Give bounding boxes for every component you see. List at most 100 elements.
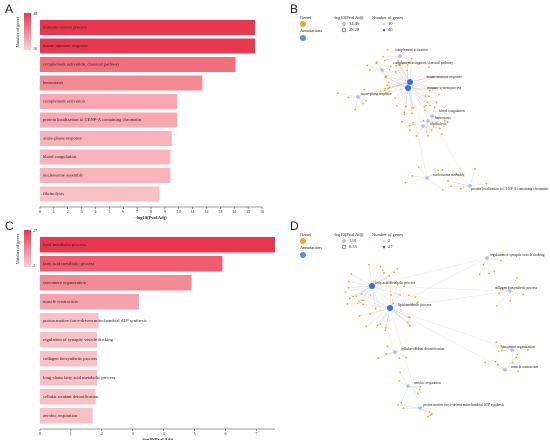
node-label: regulation of synaptic vesicle docking xyxy=(490,253,545,257)
edge xyxy=(399,55,419,65)
edge xyxy=(422,125,441,129)
bar-label: regulation of synaptic vesicle docking xyxy=(43,337,114,342)
edge xyxy=(389,295,410,309)
gene-node xyxy=(369,294,372,296)
edge xyxy=(381,69,411,83)
bar xyxy=(40,313,99,329)
annotation-node xyxy=(510,348,514,352)
annotation-node xyxy=(405,85,411,91)
node-label: muscle contraction xyxy=(511,365,538,369)
edge xyxy=(409,81,428,103)
gene-node xyxy=(404,181,407,184)
edge xyxy=(376,87,409,96)
gene-node xyxy=(405,105,407,108)
legend-gene xyxy=(300,238,306,244)
node-label: hemostasis xyxy=(435,116,451,120)
node-label: fibrinolysis xyxy=(430,122,447,126)
edge xyxy=(345,285,373,293)
edge xyxy=(407,87,433,117)
edge xyxy=(371,285,391,309)
legend-title: Genes xyxy=(300,15,311,20)
gene-node xyxy=(438,93,440,96)
edge xyxy=(366,307,391,327)
edge xyxy=(395,55,401,72)
edge xyxy=(380,307,391,325)
edge xyxy=(388,82,409,89)
edge xyxy=(390,66,409,89)
edge xyxy=(358,285,373,302)
edge xyxy=(407,385,418,394)
gene-node xyxy=(403,113,406,116)
edge xyxy=(409,81,430,97)
edge xyxy=(389,296,416,309)
edge xyxy=(389,307,506,371)
x-tick-label: 11 xyxy=(191,209,195,214)
node-label: proton motive force-driven mitochondrial… xyxy=(423,403,505,407)
gene-node xyxy=(361,102,364,105)
edge xyxy=(509,290,524,295)
gene-node xyxy=(398,357,401,360)
gene-node xyxy=(447,179,449,182)
gene-node xyxy=(411,175,414,177)
gene-node xyxy=(390,294,393,296)
gene-node xyxy=(358,315,361,317)
edge xyxy=(407,385,421,387)
x-tick-label: 1 xyxy=(53,209,55,214)
legend-annotation xyxy=(300,35,306,41)
gene-node xyxy=(393,271,395,274)
gene-node xyxy=(363,88,366,91)
gene-node xyxy=(414,296,417,298)
x-tick-label: 6 xyxy=(122,209,124,214)
edge xyxy=(371,285,376,309)
edge xyxy=(371,285,392,296)
gene-node xyxy=(430,413,433,415)
gene-node xyxy=(337,92,339,95)
bar-label: muscle contraction xyxy=(43,299,79,304)
x-tick-label: 0 xyxy=(39,209,41,214)
edge xyxy=(424,106,429,122)
gene-node xyxy=(408,124,411,127)
edge xyxy=(486,254,503,259)
colorbar-tick: 2 xyxy=(33,263,35,268)
edge xyxy=(371,275,390,287)
gene-node xyxy=(407,321,410,324)
gene-node xyxy=(397,64,400,67)
x-tick-label: 2 xyxy=(101,431,103,436)
bar xyxy=(40,408,93,424)
edge xyxy=(469,183,487,187)
gene-node xyxy=(403,111,405,114)
gene-node xyxy=(400,402,403,404)
legend-size-label: 14.46 xyxy=(349,21,360,26)
edge xyxy=(371,257,488,287)
gene-node xyxy=(428,66,431,69)
gene-node xyxy=(362,303,364,306)
gene-node xyxy=(425,104,428,107)
gene-node xyxy=(509,300,512,302)
legend-count xyxy=(382,245,386,249)
bar xyxy=(40,186,160,202)
gene-node xyxy=(496,304,498,307)
gene-node xyxy=(432,125,435,128)
x-tick-label: 10 xyxy=(177,209,181,214)
bar-label: acute-phase response xyxy=(43,136,82,141)
edge xyxy=(399,55,409,89)
gene-node xyxy=(443,119,446,122)
bar-label: long-chain fatty acid metabolic process xyxy=(43,375,115,380)
x-tick-label: 13 xyxy=(218,209,222,214)
edge xyxy=(404,87,409,115)
gene-node xyxy=(366,64,369,67)
edge xyxy=(407,87,430,91)
panel-label: C xyxy=(5,219,14,233)
legend-size-label: 8.33 xyxy=(349,244,358,249)
annotation-node xyxy=(380,68,384,72)
colorbar xyxy=(24,13,31,50)
edge xyxy=(396,65,409,89)
gene-node xyxy=(394,97,397,99)
gene-node xyxy=(416,301,419,304)
colorbar-label: Number of genes xyxy=(15,233,20,264)
bar xyxy=(40,131,172,146)
gene-node xyxy=(459,188,462,190)
edge xyxy=(409,81,435,89)
gene-node xyxy=(435,101,438,104)
gene-node xyxy=(427,415,430,418)
